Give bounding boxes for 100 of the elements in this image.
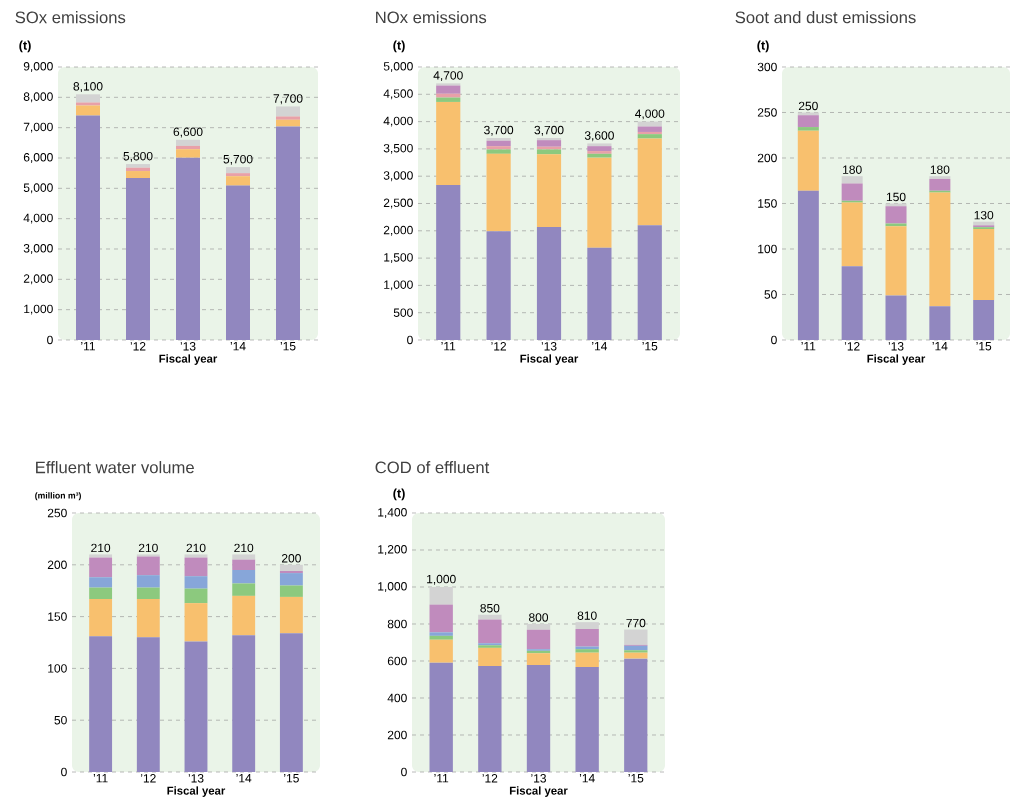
bar — [429, 632, 453, 636]
bar — [536, 137, 562, 141]
bar — [126, 171, 151, 179]
y-tick-label: 50 — [54, 715, 67, 725]
x-tick-label: ’12 — [141, 774, 156, 783]
y-tick-label: 4,000 — [383, 116, 413, 127]
bar — [126, 167, 151, 172]
y-tick-label: 200 — [757, 153, 777, 163]
bar — [637, 121, 662, 127]
y-axis-title: (t) — [393, 488, 405, 501]
bar — [429, 639, 453, 663]
total-label: 250 — [798, 101, 818, 111]
y-tick-label: 2,000 — [23, 274, 53, 285]
bar — [136, 598, 160, 638]
bar — [429, 635, 453, 640]
y-tick-label: 0 — [47, 335, 53, 345]
bar — [232, 569, 256, 584]
x-tick-label: ’12 — [491, 342, 507, 351]
bar — [279, 633, 303, 772]
bar — [184, 576, 208, 589]
bar — [526, 665, 551, 772]
bar — [76, 105, 100, 116]
chart-title: Soot and dust emissions — [735, 11, 916, 24]
bar — [637, 134, 662, 139]
x-tick-label: ’13 — [541, 342, 557, 351]
y-tick-label: 8,000 — [23, 92, 53, 103]
x-tick-label: ’15 — [642, 342, 658, 351]
bar — [637, 126, 662, 132]
y-tick-label: 150 — [48, 612, 67, 621]
y-tick-label: 0 — [771, 335, 777, 345]
y-tick-label: 1,500 — [384, 253, 413, 264]
bar — [486, 140, 511, 147]
bar — [587, 151, 612, 154]
x-tick-label: ’11 — [801, 342, 816, 351]
x-tick-label: ’15 — [280, 342, 296, 351]
bar — [184, 554, 208, 558]
chart-title: NOx emissions — [376, 11, 487, 24]
bar — [575, 652, 599, 668]
bar — [436, 85, 461, 94]
bar — [232, 635, 256, 772]
bar — [76, 115, 100, 340]
y-tick-label: 1,000 — [24, 304, 53, 315]
x-tick-label: ’14 — [579, 774, 595, 783]
bar — [279, 564, 303, 572]
bar — [526, 653, 551, 666]
y-tick-label: 300 — [757, 62, 777, 72]
x-tick-label: ’11 — [93, 774, 108, 783]
bar — [587, 146, 612, 152]
bar — [232, 595, 256, 636]
y-tick-label: 100 — [48, 664, 67, 673]
chart-title: SOx emissions — [15, 11, 126, 24]
y-tick-label: 7,000 — [23, 122, 53, 133]
bar — [929, 306, 951, 340]
bar — [279, 596, 303, 634]
bar — [929, 178, 951, 191]
total-label: 180 — [930, 165, 950, 174]
y-tick-label: 9,000 — [23, 62, 53, 72]
bar — [184, 603, 208, 642]
x-tick-label: ’11 — [81, 342, 95, 351]
bar — [276, 126, 300, 340]
y-tick-label: 0 — [407, 335, 413, 345]
total-label: 180 — [843, 165, 862, 174]
x-tick-label: ’14 — [230, 342, 246, 351]
bar — [797, 127, 819, 131]
y-tick-label: 200 — [47, 560, 67, 570]
bar — [587, 143, 612, 147]
chart-title: Effluent water volume — [36, 461, 194, 474]
y-tick-label: 800 — [387, 619, 407, 629]
bar — [885, 295, 907, 340]
y-tick-label: 50 — [764, 290, 777, 299]
y-tick-label: 1,200 — [378, 545, 407, 555]
y-tick-label: 3,000 — [383, 171, 413, 182]
y-tick-label: 250 — [757, 108, 777, 117]
bar — [429, 604, 453, 633]
y-tick-label: 4,500 — [383, 89, 413, 100]
y-axis-title: (million m³) — [35, 492, 81, 501]
total-label: 210 — [234, 543, 254, 553]
bar — [232, 554, 256, 560]
bar — [637, 138, 662, 226]
x-tick-label: ’13 — [188, 774, 204, 783]
x-tick-label: ’12 — [130, 342, 146, 351]
bar — [126, 164, 151, 168]
bar — [624, 629, 648, 645]
bar — [797, 130, 819, 191]
bar — [429, 662, 453, 772]
bar — [526, 624, 551, 630]
bar — [486, 231, 511, 340]
bar — [478, 647, 502, 666]
chart-title: COD of effluent — [375, 461, 490, 474]
bar — [536, 149, 562, 155]
y-tick-label: 5,000 — [383, 62, 413, 72]
total-label: 850 — [480, 603, 500, 613]
bar — [126, 178, 151, 340]
bar — [76, 102, 100, 106]
total-label: 3,700 — [484, 125, 514, 136]
y-tick-label: 250 — [47, 508, 67, 518]
bar — [184, 641, 208, 772]
bar — [279, 573, 303, 586]
x-tick-label: ’15 — [628, 774, 644, 783]
x-axis-title: Fiscal year — [509, 786, 568, 797]
